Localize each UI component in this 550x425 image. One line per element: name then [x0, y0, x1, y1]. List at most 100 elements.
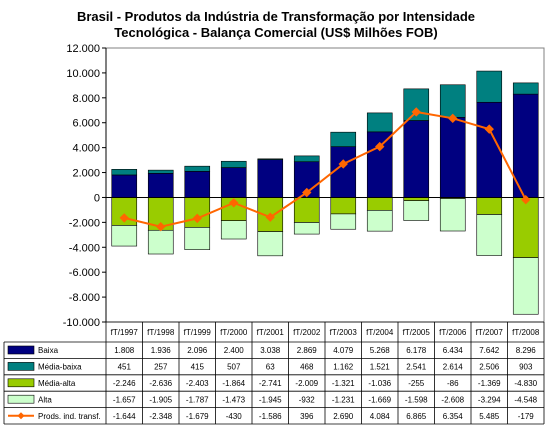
x-tick-label: fT/2006: [439, 328, 467, 337]
table-cell-value: -1.321: [332, 379, 355, 388]
legend-label: Média-baixa: [38, 363, 82, 372]
table-cell-value: -1.473: [222, 395, 245, 404]
table-cell-value: 2.614: [443, 363, 464, 372]
table-cell-value: 468: [300, 363, 314, 372]
y-tick-label: -2.000: [69, 217, 100, 229]
table-cell-value: 1.808: [114, 346, 135, 355]
x-tick-label: fT/1997: [111, 328, 139, 337]
bar-alta-fT-2000: [220, 220, 247, 240]
legend-key-marker: [17, 412, 25, 420]
bar-alta-fT-1997: [111, 225, 138, 247]
table-cell-value: 6.865: [406, 412, 427, 421]
table-cell-value: -2.009: [295, 379, 318, 388]
bar-baixa-fT-1998: [147, 173, 174, 198]
table-cell-value: 63: [266, 363, 275, 372]
table-cell-value: -179: [518, 412, 535, 421]
bar-m-dia-baixa-fT-2004: [366, 112, 393, 133]
line-point-fT-2000: [229, 198, 239, 208]
bar-m-dia-baixa-fT-2006: [439, 84, 466, 118]
y-tick-label: -6.000: [69, 267, 100, 279]
bar-alta-fT-2001: [257, 231, 284, 257]
y-tick-label: -10.000: [63, 317, 100, 329]
table-cell-value: 2.506: [479, 363, 500, 372]
table-cell-value: -2.246: [113, 379, 136, 388]
line-point-fT-2007: [484, 124, 494, 134]
y-tick-label: 6.000: [72, 118, 100, 130]
table-cell-value: -1.787: [186, 395, 209, 404]
bar-m-dia-alta-fT-2007: [476, 197, 503, 215]
table-cell-value: -1.598: [405, 395, 428, 404]
legend-key-m-dia-baixa: [7, 362, 35, 371]
table-cell-value: 396: [300, 412, 314, 421]
line-point-fT-2003: [338, 159, 348, 169]
legend-key-baixa: [7, 345, 35, 355]
bar-baixa-fT-2005: [403, 120, 430, 198]
data-table: fT/1997 fT/1998 fT/1999 fT/2000 fT/2001 fT/20…: [3, 321, 545, 425]
x-tick-label: fT/2008: [512, 328, 540, 337]
table-cell-value: 2.400: [224, 346, 245, 355]
table-cell-value: 5.268: [370, 346, 391, 355]
x-tick-label: fT/2007: [476, 328, 504, 337]
table-cell-value: 1.162: [333, 363, 354, 372]
legend-label: Média-alta: [38, 379, 76, 388]
table-cell-value: 1.936: [151, 346, 172, 355]
x-tick-label: fT/2004: [366, 328, 394, 337]
table-cell-value: 6.178: [406, 346, 427, 355]
y-tick-label: 10.000: [66, 68, 100, 80]
line-point-fT-1999: [192, 213, 202, 224]
bar-alta-fT-1999: [184, 227, 211, 250]
table-cell-value: -430: [226, 412, 243, 421]
bar-alta-fT-2004: [366, 210, 393, 232]
table-cell-value: -4.548: [514, 395, 537, 404]
bar-m-dia-baixa-fT-2008: [512, 82, 539, 95]
table-cell-value: -86: [447, 379, 459, 388]
table-cell-value: 257: [154, 363, 168, 372]
y-tick-label: 4.000: [72, 143, 100, 155]
bar-baixa-fT-2001: [257, 159, 284, 198]
x-tick-label: fT/2003: [330, 328, 358, 337]
chart-title-line2: Tecnológica - Balança Comercial (US$ Mil…: [114, 25, 437, 40]
table-cell-value: -1.369: [478, 379, 501, 388]
line-point-fT-2002: [302, 187, 312, 198]
bar-baixa-fT-2008: [512, 93, 539, 198]
bar-m-dia-baixa-fT-2003: [330, 131, 357, 147]
table-cell-value: -2.636: [149, 379, 172, 388]
table-cell-value: 451: [118, 363, 132, 372]
table-cell-value: 6.434: [443, 346, 464, 355]
legend-label: Alta: [38, 395, 52, 404]
table-cell-value: -1.586: [259, 412, 282, 421]
table-cell-value: -1.644: [113, 412, 136, 421]
table-cell-value: -1.231: [332, 395, 355, 404]
bar-alta-fT-2006: [439, 198, 466, 232]
chart-title-line1: Brasil - Produtos da Indústria de Transf…: [77, 9, 475, 24]
bar-m-dia-baixa-fT-2000: [220, 160, 247, 168]
bar-m-dia-baixa-fT-1998: [147, 169, 174, 174]
table-cell-value: 507: [227, 363, 241, 372]
y-tick-label: 12.000: [66, 43, 100, 55]
bar-baixa-fT-2006: [439, 117, 466, 198]
table-cell-value: -1.945: [259, 395, 282, 404]
table-cell-value: -1.669: [368, 395, 391, 404]
legend-label: Prods. ind. transf.: [38, 412, 101, 421]
plot-area: 12.000 10.000 8.000 6.000 4.000 2.000 0 -2.000 -…: [63, 43, 545, 329]
bar-m-dia-baixa-fT-1999: [184, 165, 211, 172]
table-cell-value: -932: [299, 395, 316, 404]
bar-m-dia-baixa-fT-2002: [293, 155, 320, 163]
line-point-fT-2006: [448, 113, 458, 124]
table-cell-value: 2.096: [187, 346, 208, 355]
y-tick-label: -8.000: [69, 292, 100, 304]
bar-m-dia-baixa-fT-2001: [257, 158, 284, 160]
table-cell-value: -2.608: [441, 395, 464, 404]
table-cell-value: -2.348: [149, 412, 172, 421]
line-point-fT-1998: [156, 221, 166, 232]
bar-alta-fT-2002: [293, 222, 320, 235]
table-cell-value: -255: [408, 379, 425, 388]
table-cell-value: 4.079: [333, 346, 354, 355]
y-tick-label: -4.000: [69, 242, 100, 254]
legend-label: Baixa: [38, 346, 59, 355]
legend-key-alta: [7, 394, 35, 404]
x-tick-label: fT/2005: [403, 328, 431, 337]
x-tick-label: fT/1998: [147, 328, 175, 337]
bar-alta-fT-2008: [512, 257, 539, 315]
table-cell-value: 5.485: [479, 412, 500, 421]
